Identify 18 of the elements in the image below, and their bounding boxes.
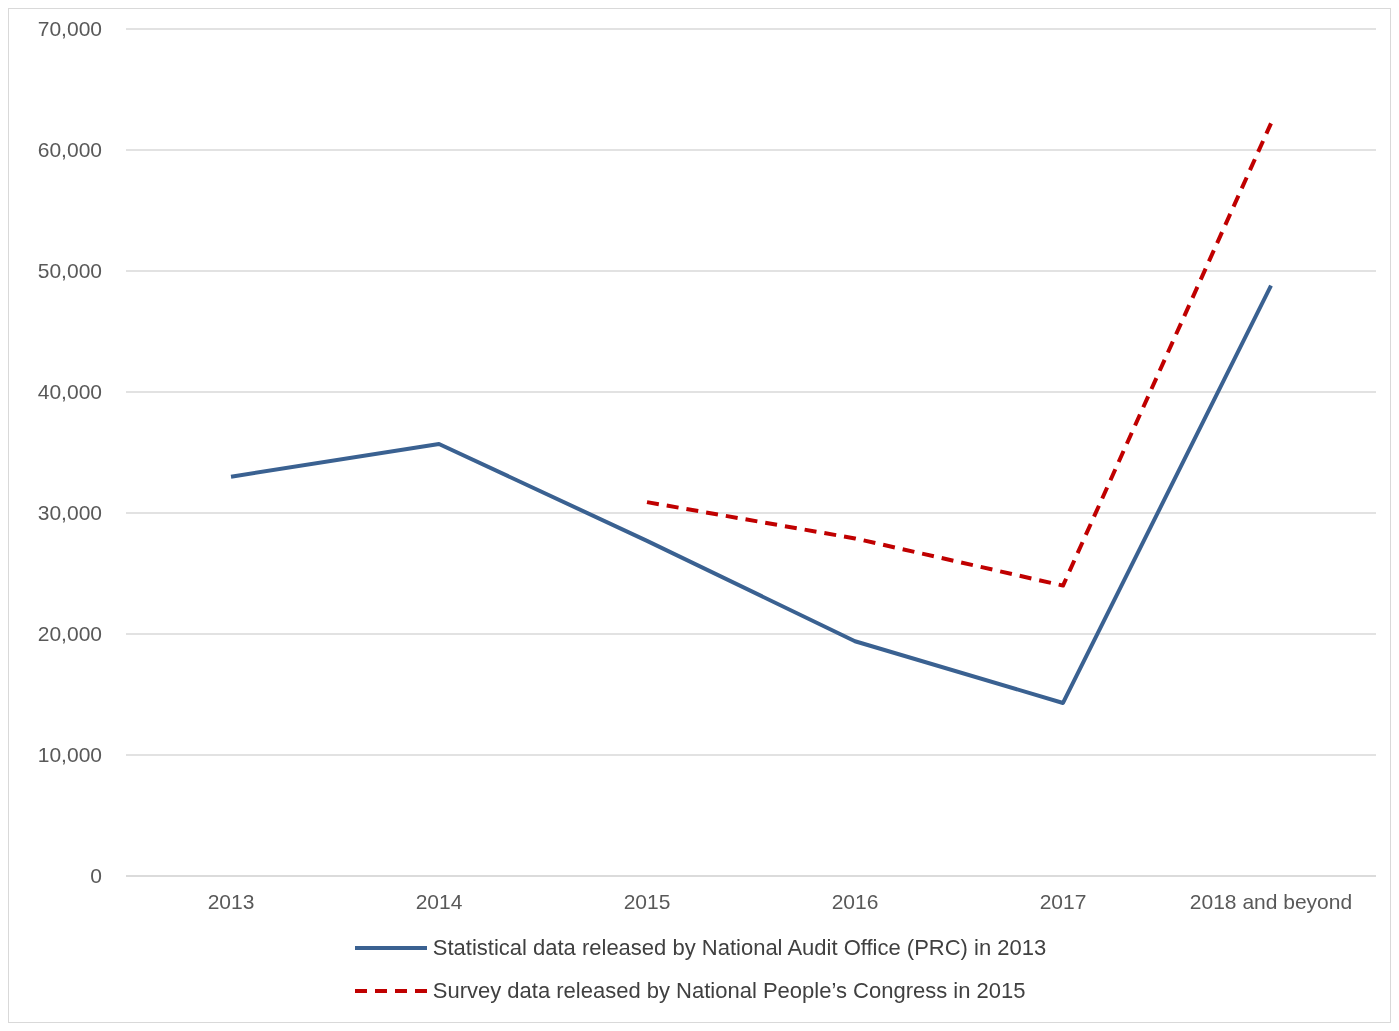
y-tick-label: 30,000	[37, 501, 102, 525]
y-tick-label: 20,000	[37, 622, 102, 646]
line-series	[229, 283, 1273, 705]
y-tick-label: 60,000	[37, 138, 102, 162]
y-tick-label: 10,000	[37, 743, 102, 767]
x-tick-label: 2016	[831, 889, 879, 913]
y-tick-label: 70,000	[37, 17, 102, 41]
x-tick-label: 2018 and beyond	[1189, 889, 1353, 913]
x-tick-label: 2013	[207, 889, 255, 913]
legend-label: Statistical data released by National Audit Office (PRC) in 2013	[432, 934, 1047, 961]
line-series	[645, 121, 1273, 588]
y-tick-label: 40,000	[37, 380, 102, 404]
x-tick-label: 2015	[623, 889, 671, 913]
x-tick-label: 2017	[1039, 889, 1087, 913]
x-tick-label: 2014	[415, 889, 463, 913]
y-tick-label: 50,000	[37, 259, 102, 283]
y-tick-label: 0	[90, 864, 102, 888]
legend-label: Survey data released by National People’s Congress in 2015	[432, 977, 1026, 1004]
